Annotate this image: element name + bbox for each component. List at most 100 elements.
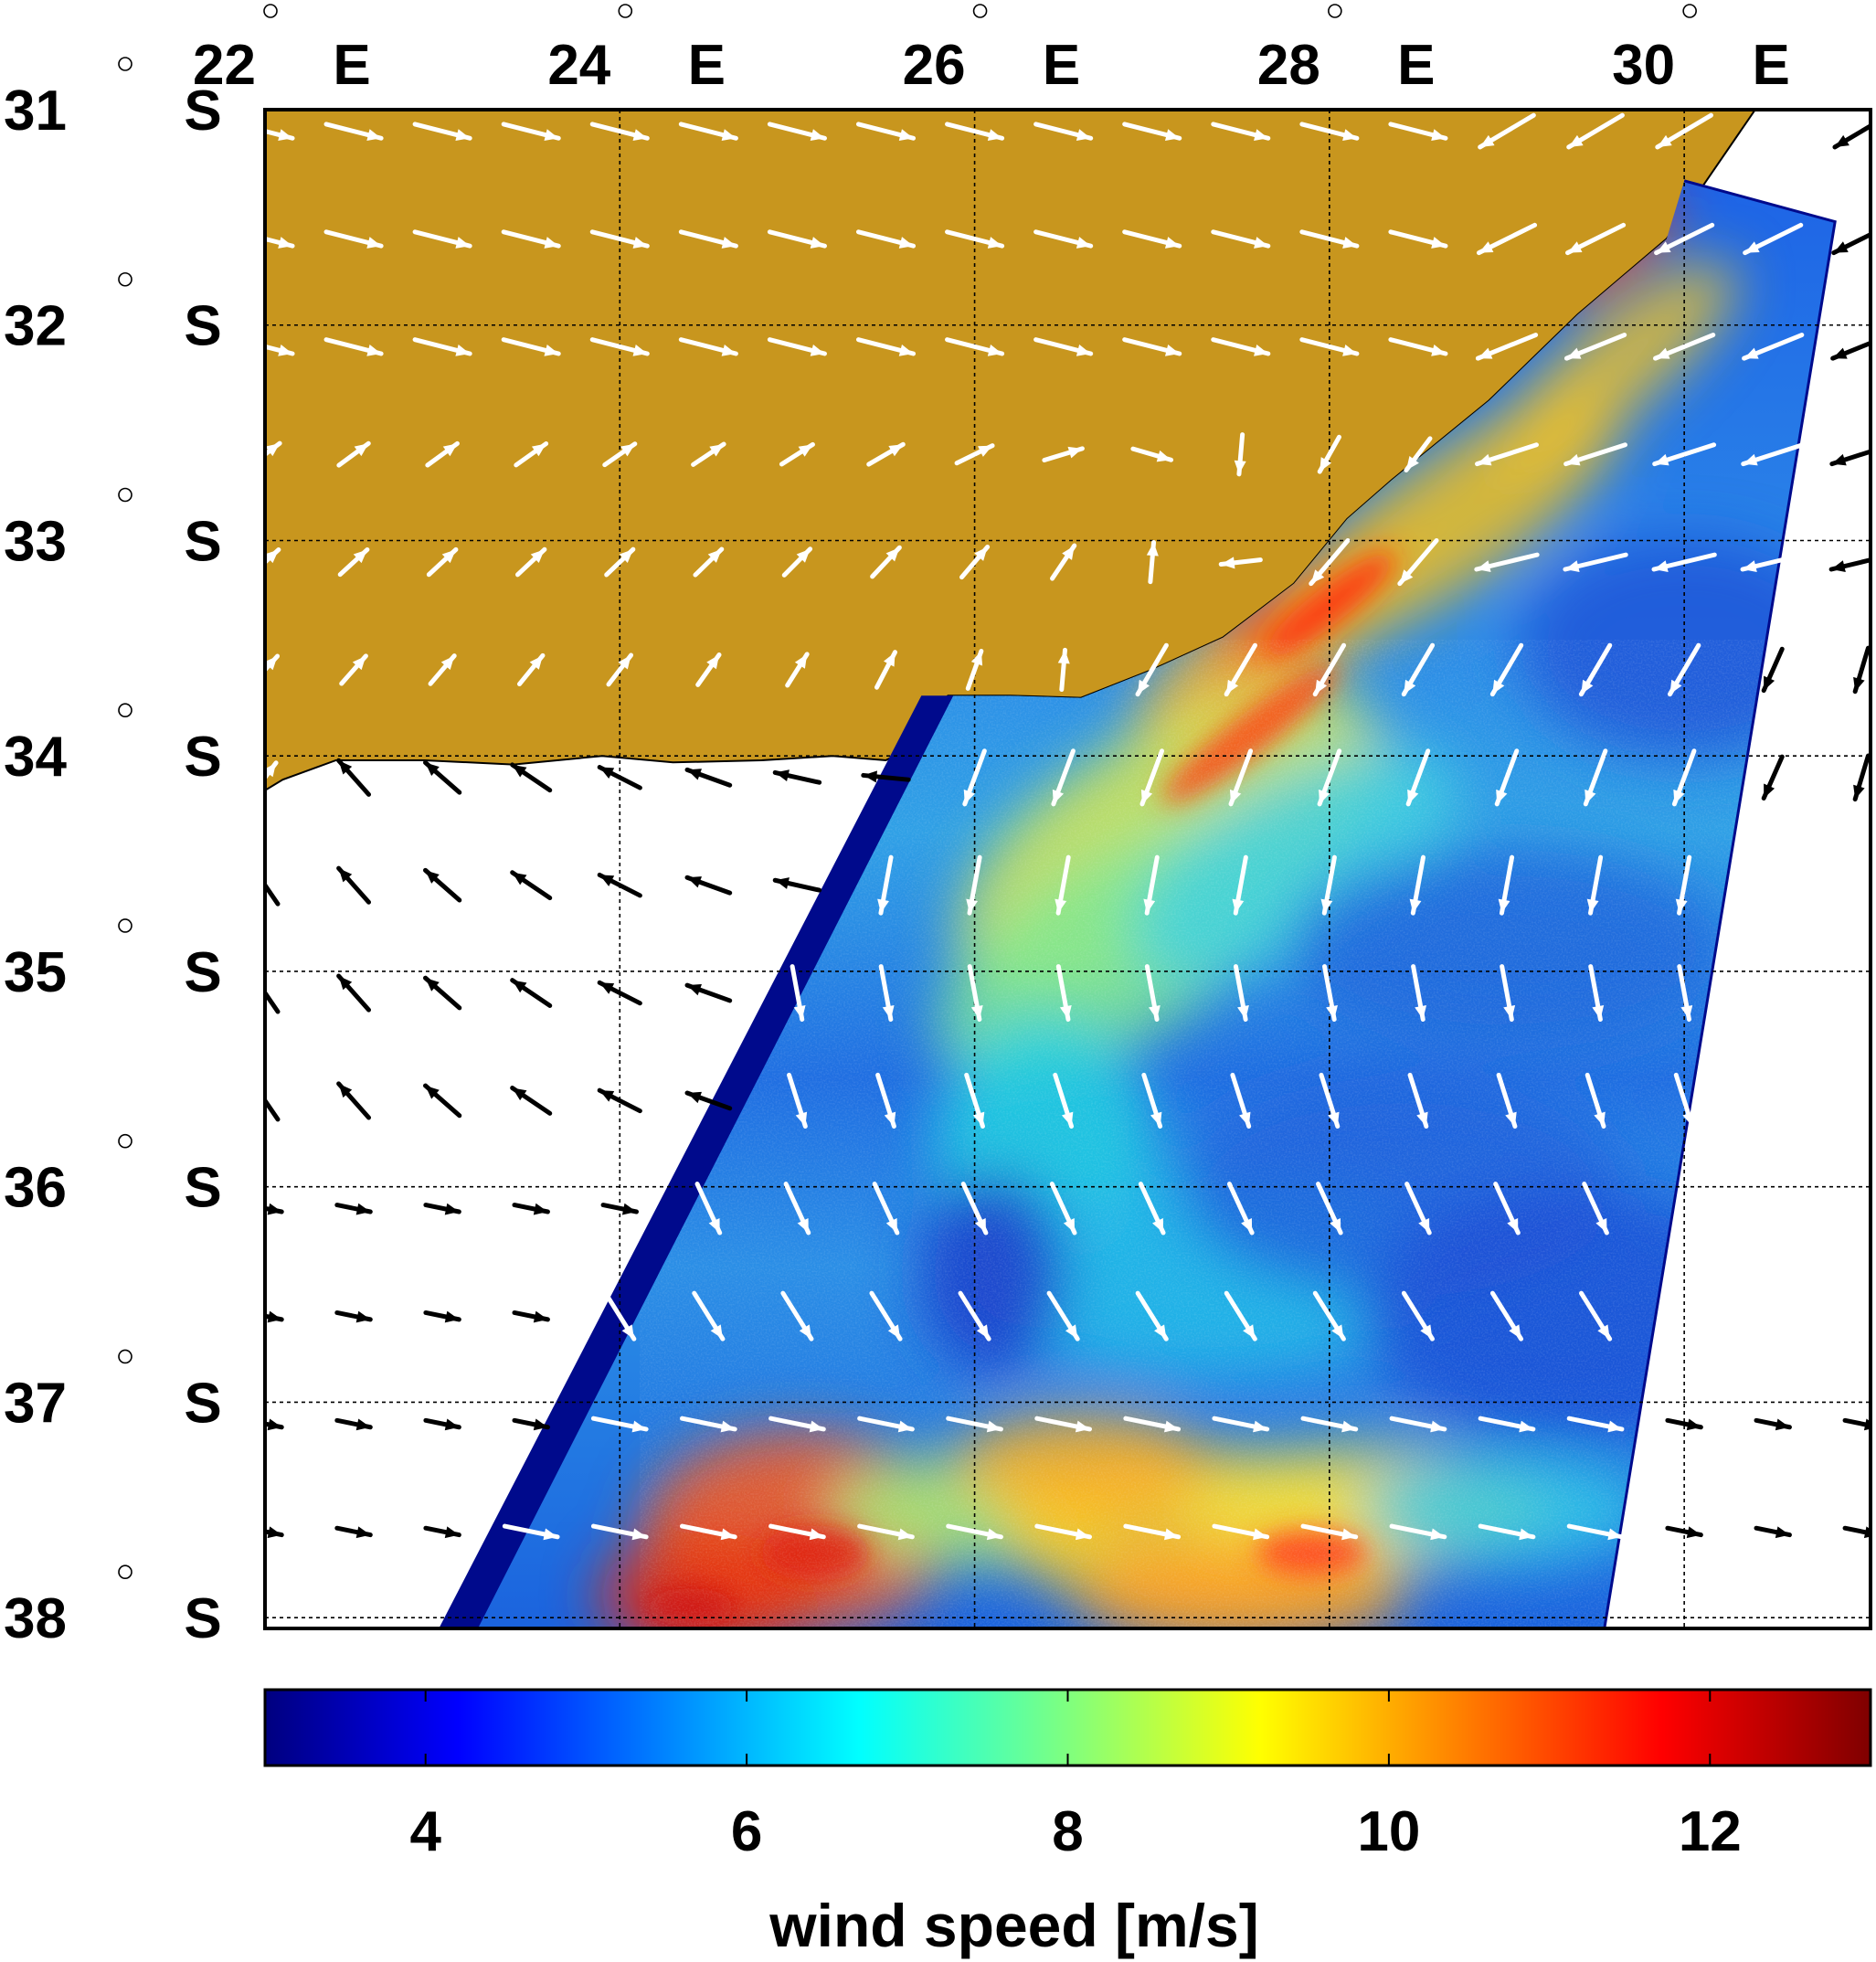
wind-vector-arrow (336, 440, 371, 468)
degree-symbol (972, 4, 988, 18)
wind-vector-arrow (514, 440, 549, 468)
wind-vector-arrow (1828, 557, 1871, 572)
latitude-label: 36 S (4, 1133, 222, 1220)
wind-vector-arrow (589, 337, 650, 356)
swath-high-wind-streak (1263, 552, 1395, 658)
wind-vector-arrow (1300, 1416, 1359, 1433)
map-plot-area (265, 110, 1871, 1628)
wind-vector-arrow (265, 1310, 284, 1323)
wind-vector-arrow (510, 762, 553, 793)
wind-vector-arrow (1474, 552, 1540, 572)
wind-vector-arrow (1744, 112, 1803, 150)
wind-vector-arrow (874, 650, 898, 690)
wind-vector-arrow (695, 652, 722, 687)
wind-vector-arrow (1230, 1072, 1252, 1129)
wind-vector-arrow (1055, 854, 1071, 916)
wind-vector-arrow (425, 440, 460, 468)
wind-vector-arrow (1743, 222, 1804, 256)
wind-vector-arrow (679, 1523, 737, 1541)
latitude-labels: 31 S 32 S 33 S 34 S 35 S 36 S 37 S 38 S (4, 57, 222, 1650)
longitude-degrees: 24 (547, 34, 610, 97)
wind-vector-arrow (1651, 552, 1717, 572)
wind-vector-arrow (1309, 537, 1351, 587)
wind-vector-arrow (1671, 748, 1697, 807)
wind-vector-arrow (679, 1416, 737, 1433)
wind-vector-arrow (783, 1182, 811, 1236)
longitude-hemisphere: E (1043, 34, 1080, 97)
wind-vector-arrow (1498, 854, 1515, 916)
wind-vector-arrow (597, 872, 642, 898)
wind-vector-arrow (1211, 122, 1271, 141)
latitude-label: 31 S (4, 57, 222, 143)
swath-outline (1603, 179, 1837, 1628)
wind-vector-arrow (1212, 1523, 1270, 1541)
wind-vector-arrow (339, 653, 368, 686)
wind-vector-arrow (589, 122, 650, 141)
degree-symbol (118, 918, 132, 933)
wind-vector-arrow (1218, 557, 1263, 569)
wind-vector-arrow (597, 1087, 642, 1114)
wind-vector-arrow (768, 1523, 826, 1541)
wind-vector-arrow (1852, 753, 1871, 802)
wind-vector-arrow (870, 545, 902, 579)
latitude-label: 38 S (4, 1564, 222, 1650)
wind-vector-arrow (861, 770, 911, 783)
wind-vector-arrow (1478, 1523, 1536, 1541)
wind-vector-arrow (779, 441, 815, 467)
wind-vector-arrow (334, 1417, 373, 1431)
wind-vector-arrow (1489, 1290, 1524, 1342)
wind-vector-arrow (1130, 446, 1174, 462)
wind-vector-arrow (855, 337, 917, 356)
wind-vector-arrow (1653, 333, 1716, 361)
wind-vector-arrow (423, 759, 462, 795)
wind-vector-arrow (423, 1310, 461, 1323)
wind-vector-arrow (875, 1072, 896, 1129)
longitude-label: 30 E (1612, 4, 1790, 97)
wind-vector-arrow (1224, 1290, 1257, 1342)
wind-vector-arrow (1388, 229, 1448, 249)
wind-vector-arrow (590, 1523, 649, 1541)
latitude-degrees: 32 (4, 295, 67, 358)
wind-vector-arrow (785, 652, 810, 688)
wind-vector-arrow (1407, 1072, 1429, 1129)
wind-vector-arrow (1761, 754, 1785, 801)
wind-vector-arrow (1034, 1416, 1093, 1433)
wind-vector-arrow (1146, 539, 1159, 585)
degree-symbol (118, 1349, 132, 1364)
wind-vector-arrow (684, 982, 733, 1003)
wind-vector-arrow (423, 1417, 461, 1431)
wind-vector-arrow (678, 122, 738, 141)
wind-vector-arrow (334, 1525, 373, 1539)
wind-vector-arrow (1397, 537, 1439, 587)
wind-vector-arrow (678, 229, 738, 249)
wind-vector-arrow (767, 337, 827, 356)
wind-vector-arrow (857, 1416, 915, 1433)
wind-vector-arrow (962, 748, 987, 807)
wind-vector-arrow (1141, 1072, 1163, 1129)
wind-vector-arrow (772, 877, 822, 893)
wind-vector-arrow (1212, 1416, 1270, 1433)
longitude-degrees: 28 (1257, 34, 1320, 97)
wind-vector-arrow (1665, 1417, 1703, 1431)
wind-vector-arrow (512, 1310, 550, 1323)
wind-vector-arrow (334, 1203, 373, 1215)
wind-vector-arrow (1583, 748, 1608, 807)
longitude-label: 22 E (193, 4, 371, 97)
latitude-label: 35 S (4, 918, 222, 1004)
wind-vector-arrow (1401, 642, 1436, 697)
wind-vector-arrow (964, 1072, 985, 1129)
longitude-hemisphere: E (688, 34, 726, 97)
wind-vector-arrow (1405, 748, 1431, 807)
wind-vector-arrow (959, 545, 991, 580)
wind-vector-arrow (1585, 1072, 1606, 1129)
swath-wind-patch (1490, 262, 1736, 474)
wind-vector-arrow (265, 1526, 284, 1539)
degree-symbol (118, 703, 132, 718)
wind-vector-arrow (336, 758, 372, 797)
wind-vector-arrow (1588, 964, 1605, 1023)
wind-vector-arrow (510, 978, 553, 1008)
wind-vector-arrow (603, 1290, 637, 1342)
wind-vector-arrow (1034, 1523, 1093, 1541)
wind-vector-arrow (855, 122, 917, 141)
wind-vector-arrow (1312, 1290, 1346, 1342)
